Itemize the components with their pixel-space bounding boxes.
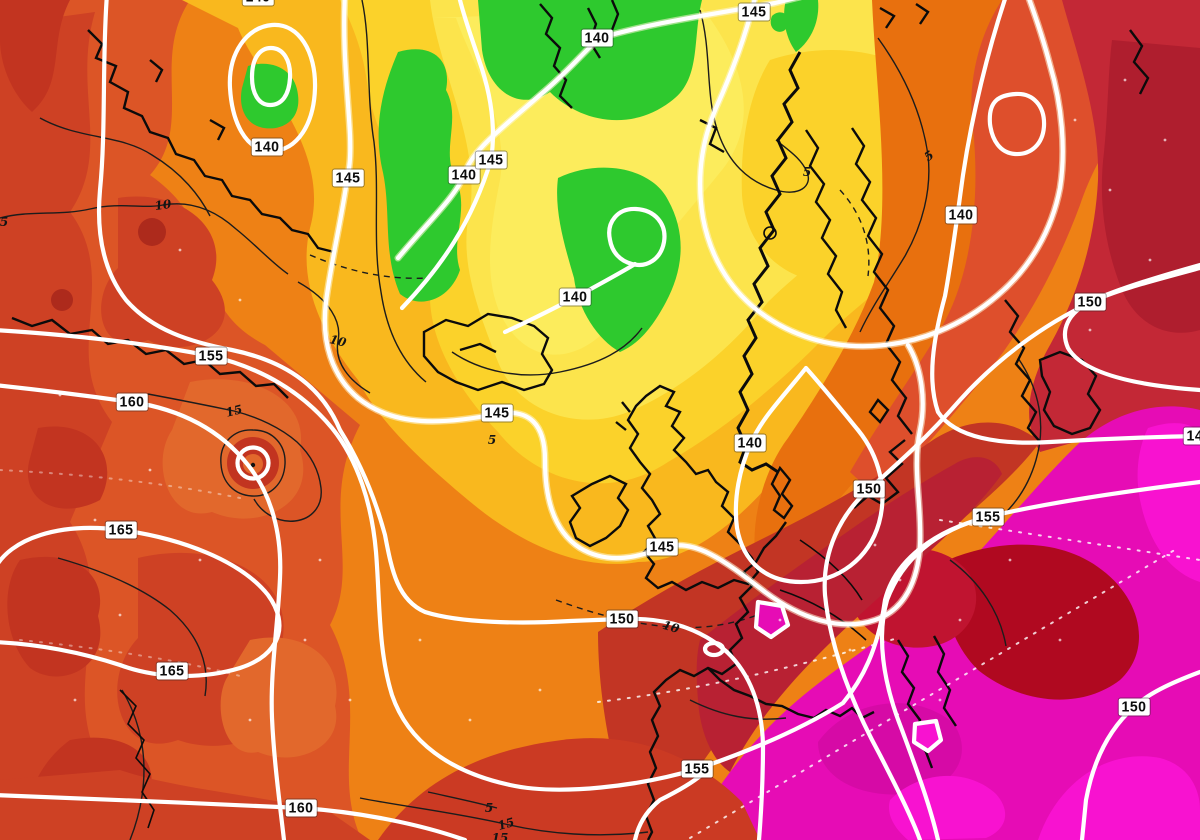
fill-maroon-spot2 [51,289,73,311]
temperature-contour-label: 5 [802,165,812,179]
fill-france-crimson [696,457,1002,772]
height-contour-label: 140 [242,0,274,6]
height-contour-label: 140 [734,434,766,452]
fill-green-ne2 [770,12,789,32]
height-contour-label: 165 [156,662,188,680]
temperature-contour-label: 15 [224,402,244,420]
height-contour-label: 155 [972,508,1004,526]
coastlines [11,0,1150,840]
height-contour-label: 140 [1183,427,1200,445]
height-contour-label: 160 [116,393,148,411]
height-contour-label: 145 [481,404,513,422]
fill-lowspot-dot [250,462,256,468]
height-contour-label: 140 [945,206,977,224]
temperature-contour-label: 10 [153,196,173,214]
height-contour-label: 140 [251,138,283,156]
fill-left-light-pocket2 [220,637,337,758]
height-contour-label: 150 [853,480,885,498]
temperature-contour-label: 10 [328,332,348,350]
height-contour-label: 160 [285,799,317,817]
temperature-contour-label: 5 [484,801,494,815]
fill-green-ne1 [784,0,819,52]
fill-left-dark1 [0,0,70,112]
temperature-contour-label: 5 [0,215,9,229]
fill-se-darkred [944,544,1140,700]
height-contour-label: 140 [581,29,613,47]
height-contour-label: 145 [646,538,678,556]
height-contour-label: 150 [606,610,638,628]
fill-maroon-spot1 [138,218,166,246]
temperature-contour-label: 5 [487,433,497,447]
temperature-contour-label: 10 [661,617,681,637]
height-contour-label: 165 [105,521,137,539]
temperature-contour-label: 15 [491,831,509,840]
temperature-contours [0,0,1042,840]
fill-magenta-bright-blob [888,775,1006,840]
fill-magenta-bright-edge [1137,423,1200,582]
fill-magenta-bright-corner [1038,756,1200,840]
temperature-contour-label: 5 [921,147,937,165]
fill-bottom-red-left [0,770,370,840]
height-contour-label: 145 [738,3,770,21]
height-contour-label: 140 [559,288,591,306]
height-contour-label: 145 [475,151,507,169]
height-contour-label: 150 [1074,293,1106,311]
fill-left-red-blob1 [101,196,225,348]
height-contour-label: 145 [332,169,364,187]
fill-right-darkcrimson [1101,40,1200,333]
height-contour-label: 140 [448,166,480,184]
height-contour-label: 155 [681,760,713,778]
fill-left-dark2 [27,426,108,509]
height-contour-label: 155 [195,347,227,365]
height-contour-label: 150 [1118,698,1150,716]
fill-green-west-strip [378,49,462,302]
speckle-dots [58,78,1167,722]
fill-green-greenland-blob [240,63,299,129]
